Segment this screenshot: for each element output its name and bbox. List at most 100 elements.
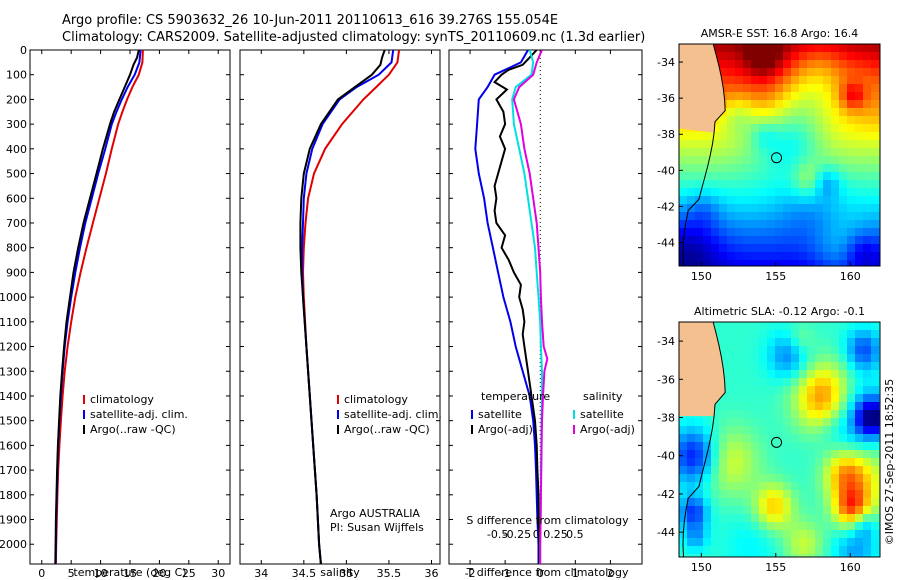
- sst-map-cell: [695, 172, 704, 181]
- sla-map-cell: [735, 498, 744, 507]
- sst-map-cell: [823, 44, 832, 53]
- sla-map-cell: [855, 330, 864, 339]
- sst-map-cell: [823, 172, 832, 181]
- sst-map-cell: [743, 108, 752, 117]
- sst-map-cell: [735, 124, 744, 133]
- temperature-axis-xtick-label: 25: [182, 567, 196, 580]
- sst-map-cell: [839, 180, 848, 189]
- sst-map-cell: [799, 84, 808, 93]
- sst-map-cell: [679, 228, 688, 237]
- sla-map-cell: [751, 338, 760, 347]
- sla-map-cell: [831, 466, 840, 475]
- sst-map-cell: [847, 260, 856, 266]
- sst-map-cell: [863, 60, 872, 69]
- sst-map-cell: [727, 84, 736, 93]
- sst-map-cell: [847, 116, 856, 125]
- sla-map-cell: [783, 338, 792, 347]
- sst-map-cell: [695, 252, 704, 261]
- sla-map-cell: [703, 474, 712, 483]
- sla-map-cell: [799, 538, 808, 547]
- sla-map-cell: [711, 482, 720, 491]
- sst-map-cell: [783, 228, 792, 237]
- sst-map-cell: [783, 180, 792, 189]
- sst-map-cell: [799, 228, 808, 237]
- sst-map-cell: [807, 100, 816, 109]
- sst-map-cell: [807, 132, 816, 141]
- sla-map-cell: [871, 346, 880, 355]
- sst-map-cell: [767, 92, 776, 101]
- sla-map-cell: [695, 466, 704, 475]
- sla-map-cell: [823, 346, 832, 355]
- sst-map-cell: [735, 52, 744, 61]
- sla-map-cell: [807, 346, 816, 355]
- sla-map-cell: [783, 498, 792, 507]
- sla-map-cell: [775, 498, 784, 507]
- sst-map-cell: [711, 180, 720, 189]
- salinity-legend-label: climatology: [344, 393, 408, 406]
- sst-map-cell: [799, 44, 808, 53]
- sla-map-cell: [759, 450, 768, 459]
- sla-map-cell: [799, 378, 808, 387]
- sla-map-cell: [775, 354, 784, 363]
- sla-map-cell: [695, 498, 704, 507]
- sla-map-cell: [855, 554, 864, 557]
- sst-map-cell: [687, 164, 696, 173]
- sla-map-cell: [855, 434, 864, 443]
- sla-map-cell: [743, 402, 752, 411]
- sst-map-cell: [775, 108, 784, 117]
- sst-map-cell: [767, 228, 776, 237]
- sla-map-cell: [695, 538, 704, 547]
- sst-map-cell: [807, 52, 816, 61]
- sla-map-cell: [751, 538, 760, 547]
- sst-map-cell: [767, 196, 776, 205]
- salinity-diff-tick-label: 0.25: [543, 528, 568, 541]
- sla-map-cell: [807, 466, 816, 475]
- sla-map-cell: [719, 322, 728, 331]
- sla-map-cell: [751, 346, 760, 355]
- sst-map-cell: [727, 172, 736, 181]
- sla-map-cell: [871, 330, 880, 339]
- sst-map-cell: [751, 172, 760, 181]
- sla-map-cell: [703, 434, 712, 443]
- sst-map-cell: [863, 156, 872, 165]
- sla-map-cell: [815, 450, 824, 459]
- sst-map-cell: [719, 124, 728, 133]
- sla-map-cell: [727, 458, 736, 467]
- sst-map-cell: [735, 204, 744, 213]
- sla-map-cell: [759, 514, 768, 523]
- sla-map-cell: [695, 530, 704, 539]
- sla-map-cell: [847, 522, 856, 531]
- sla-map-cell: [799, 354, 808, 363]
- sst-map-cell: [767, 52, 776, 61]
- sla-map-cell: [863, 546, 872, 555]
- sst-map-cell: [775, 100, 784, 109]
- sla-map-cell: [855, 498, 864, 507]
- sla-map-cell: [839, 506, 848, 515]
- sla-map-cell: [831, 522, 840, 531]
- sla-map-cell: [839, 538, 848, 547]
- sst-map-cell: [791, 108, 800, 117]
- sla-map-cell: [823, 354, 832, 363]
- sst-map-cell: [839, 68, 848, 77]
- sla-map-cell: [743, 506, 752, 515]
- sst-map-cell: [695, 132, 704, 141]
- sla-map-cell: [735, 474, 744, 483]
- sst-map-cell: [711, 212, 720, 221]
- sst-map-cell: [799, 180, 808, 189]
- sla-map-cell: [871, 426, 880, 435]
- sla-map-cell: [695, 450, 704, 459]
- sla-map-cell: [727, 370, 736, 379]
- sst-map-cell: [823, 204, 832, 213]
- sla-map-cell: [863, 538, 872, 547]
- sst-map-cell: [775, 260, 784, 266]
- sst-map-cell: [743, 228, 752, 237]
- sst-map-cell: [831, 164, 840, 173]
- sla-map-cell: [855, 458, 864, 467]
- sla-map-cell: [759, 434, 768, 443]
- sst-map-cell: [743, 116, 752, 125]
- sst-map-cell: [751, 84, 760, 93]
- sst-map-cell: [855, 132, 864, 141]
- sla-map-cell: [727, 442, 736, 451]
- sst-map-cell: [703, 244, 712, 253]
- sst-map-cell: [727, 116, 736, 125]
